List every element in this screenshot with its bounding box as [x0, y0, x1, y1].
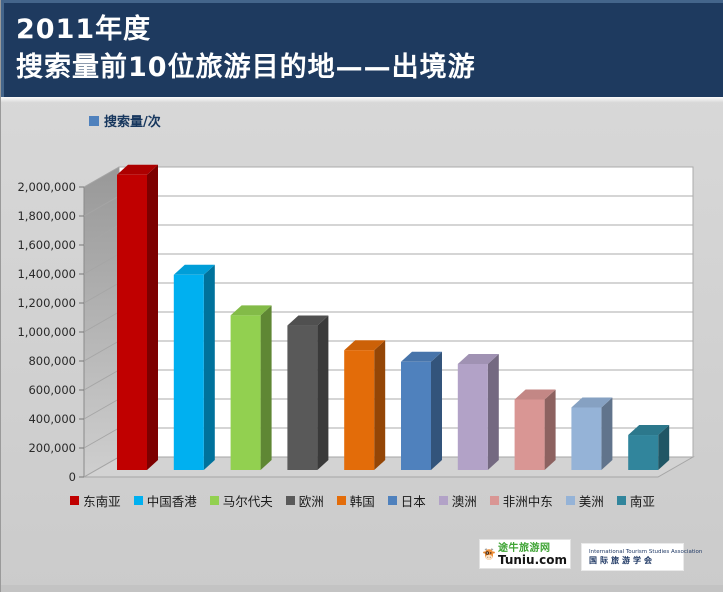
- header: 2011年度 搜索量前10位旅游目的地——出境游: [1, 0, 723, 97]
- itsa-logo-en: International Tourism Studies Associatio…: [589, 548, 703, 555]
- legend-swatch: [565, 496, 575, 505]
- legend-item-2: 中国香港: [133, 491, 197, 510]
- y-tick-label: 400,000: [28, 412, 76, 426]
- y-tick-label: 1,200,000: [17, 296, 76, 310]
- legend-swatch: [438, 496, 448, 505]
- y-tick-label: 0: [69, 470, 76, 484]
- bar-6: [401, 351, 442, 470]
- itsa-logo: ITSA International Tourism Studies Assoc…: [581, 543, 702, 571]
- legend-label: 马尔代夫: [222, 494, 273, 509]
- y-tick-label: 600,000: [28, 383, 76, 397]
- legend-swatch: [133, 496, 143, 505]
- y-tick-label: 1,600,000: [17, 238, 76, 252]
- bars: [117, 164, 670, 470]
- legend-label: 中国香港: [146, 494, 197, 509]
- legend-item-9: 美洲: [565, 491, 604, 510]
- tuniu-logo-cn: 途牛旅游网: [497, 542, 551, 554]
- page-title-line2: 搜索量前10位旅游目的地——出境游: [16, 52, 476, 83]
- legend-item-8: 非洲中东: [489, 491, 553, 510]
- legend-label: 欧洲: [298, 494, 324, 509]
- bar-1: [117, 164, 158, 470]
- bar-10: [628, 425, 670, 470]
- bar-4: [287, 315, 329, 470]
- legend-label: 南亚: [629, 494, 655, 509]
- series-legend-label: 搜索量/次: [104, 115, 161, 130]
- legend-item-4: 欧洲: [285, 491, 324, 510]
- y-tick-label: 2,000,000: [17, 180, 76, 194]
- series-legend-swatch: [89, 115, 99, 126]
- header-separator: [1, 97, 723, 103]
- y-tick-label: 800,000: [28, 354, 76, 368]
- y-tick-label: 1,800,000: [17, 209, 76, 223]
- legend-label: 韩国: [349, 494, 375, 509]
- legend-swatch: [387, 496, 397, 505]
- bar-3: [230, 305, 272, 470]
- legend-swatch: [285, 496, 295, 505]
- bar-9: [571, 397, 613, 470]
- y-tick-label: 1,400,000: [17, 267, 76, 281]
- y-tick-label: 200,000: [28, 441, 76, 455]
- legend-item-3: 马尔代夫: [209, 491, 273, 510]
- itsa-logo-cn: 国际旅游学会: [589, 555, 655, 565]
- category-legend: 东南亚 中国香港 马尔代夫 欧洲 韩国 日本 澳洲 非洲中东 美洲 南亚: [1, 491, 723, 510]
- legend-item-10: 南亚: [616, 491, 655, 510]
- legend-swatch: [489, 496, 499, 505]
- y-axis-labels: 0 200,000 400,000 600,000 800,000 1,000,000 1,…: [17, 180, 76, 484]
- legend-label: 非洲中东: [502, 494, 553, 509]
- tuniu-logo: 途牛旅游网 Tuniu.com: [479, 539, 571, 569]
- bottom-strip: [1, 585, 723, 592]
- legend-item-7: 澳洲: [438, 491, 477, 510]
- tuniu-logo-en: Tuniu.com: [497, 552, 567, 567]
- legend-swatch: [70, 496, 80, 505]
- legend-swatch: [616, 496, 626, 505]
- bar-8: [514, 389, 556, 470]
- legend-swatch: [209, 496, 219, 505]
- legend-swatch: [336, 496, 346, 505]
- legend-item-6: 日本: [387, 491, 426, 510]
- legend-label: 澳洲: [451, 494, 477, 509]
- legend-item-5: 韩国: [336, 491, 375, 510]
- legend-label: 美洲: [578, 494, 604, 509]
- y-tick-label: 1,000,000: [17, 325, 76, 339]
- tuniu-cow-icon: [483, 548, 495, 560]
- legend-item-1: 东南亚: [70, 491, 121, 510]
- bar-7: [457, 353, 499, 470]
- bar-5: [344, 340, 386, 470]
- series-legend: 搜索量/次: [89, 111, 161, 130]
- bar-2: [173, 264, 215, 470]
- legend-label: 日本: [400, 494, 426, 509]
- page-title-line1: 2011年度: [16, 14, 152, 45]
- legend-label: 东南亚: [83, 494, 121, 509]
